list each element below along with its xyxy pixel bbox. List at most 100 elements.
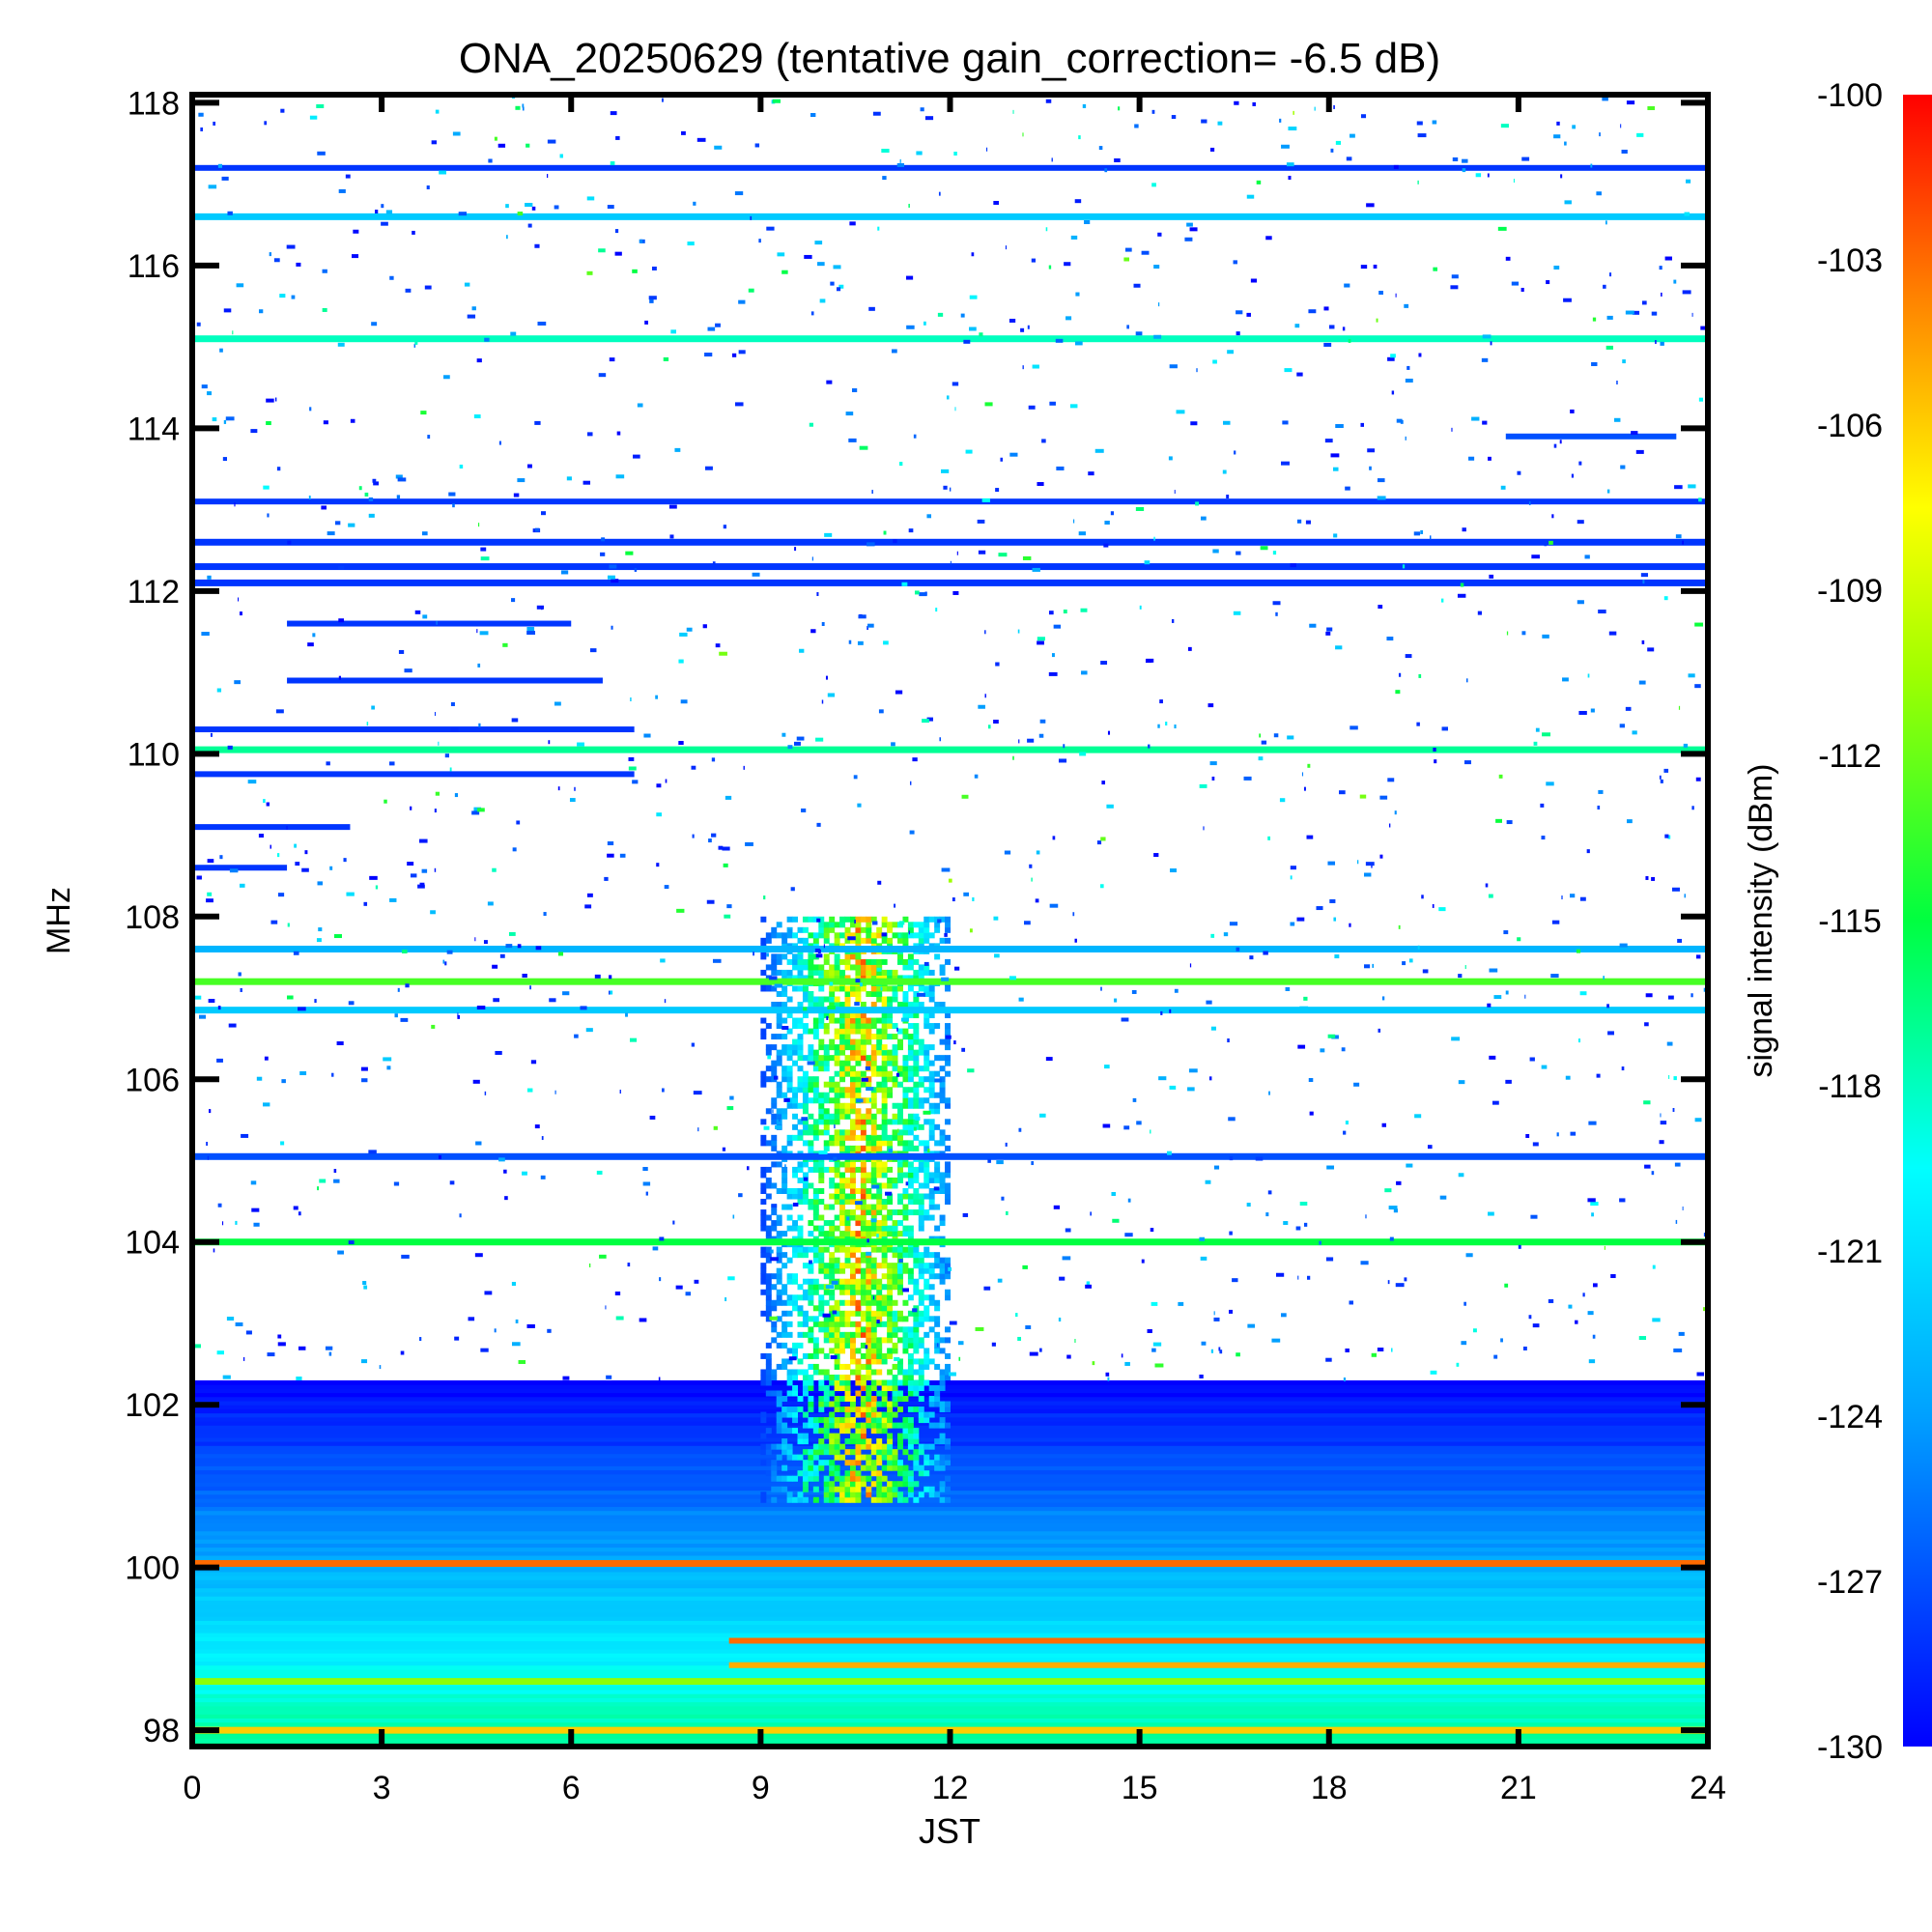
burst-cell bbox=[876, 1358, 883, 1365]
speckle bbox=[1135, 506, 1145, 511]
speckle bbox=[1032, 567, 1040, 572]
burst-cell bbox=[849, 932, 856, 939]
partial-line bbox=[192, 498, 1708, 505]
speckle bbox=[263, 1102, 270, 1107]
speckle bbox=[358, 486, 362, 491]
speckle bbox=[1450, 285, 1459, 290]
speckle bbox=[866, 1087, 874, 1092]
speckle bbox=[1154, 1363, 1164, 1368]
speckle bbox=[1158, 1076, 1167, 1081]
noise-floor-row bbox=[192, 1526, 1708, 1532]
speckle bbox=[1667, 835, 1671, 839]
speckle bbox=[893, 539, 897, 544]
burst-cell bbox=[945, 1289, 951, 1295]
burst-cell bbox=[839, 1337, 846, 1344]
burst-cell bbox=[844, 1225, 851, 1232]
speckle bbox=[366, 722, 369, 726]
speckle bbox=[1333, 917, 1337, 922]
speckle bbox=[846, 1216, 850, 1221]
speckle bbox=[1343, 1130, 1347, 1135]
burst-cell bbox=[834, 1348, 840, 1354]
burst-cell bbox=[776, 1316, 782, 1322]
burst-cell bbox=[918, 1182, 924, 1189]
burst-cell bbox=[902, 1161, 909, 1168]
speckle bbox=[642, 1181, 651, 1186]
burst-cell bbox=[786, 1348, 793, 1354]
speckle bbox=[1451, 427, 1453, 432]
speckle bbox=[1018, 997, 1024, 1002]
burst-cell bbox=[812, 1060, 819, 1066]
burst-cell bbox=[945, 958, 951, 965]
burst-cell bbox=[829, 1182, 836, 1189]
burst-cell bbox=[802, 1140, 809, 1147]
burst-cell bbox=[918, 985, 924, 992]
burst-cell bbox=[802, 1246, 809, 1253]
speckle bbox=[259, 309, 264, 314]
burst-cell bbox=[892, 1321, 898, 1327]
burst-cell bbox=[870, 916, 877, 923]
speckle bbox=[1273, 733, 1279, 738]
speckle bbox=[723, 863, 728, 867]
burst-cell bbox=[881, 1060, 888, 1066]
speckle bbox=[913, 434, 917, 439]
speckle bbox=[1532, 1323, 1540, 1328]
speckle bbox=[325, 1346, 333, 1350]
burst-cell bbox=[786, 1454, 793, 1461]
burst-cell bbox=[792, 1017, 799, 1024]
burst-cell bbox=[860, 1406, 867, 1413]
burst-cell bbox=[870, 1470, 877, 1477]
speckle bbox=[1652, 1318, 1661, 1322]
burst-cell bbox=[892, 1326, 898, 1333]
burst-cell bbox=[849, 1097, 856, 1104]
speckle bbox=[1698, 497, 1702, 502]
speckle bbox=[1661, 292, 1662, 297]
speckle bbox=[1038, 733, 1044, 738]
speckle bbox=[1024, 921, 1031, 925]
burst-cell bbox=[834, 1187, 840, 1194]
burst-cell bbox=[818, 1044, 825, 1051]
burst-cell bbox=[812, 1002, 819, 1009]
speckle bbox=[229, 868, 239, 873]
partial-line bbox=[728, 1662, 1708, 1668]
speckle bbox=[1405, 378, 1413, 383]
speckle bbox=[1090, 1211, 1092, 1216]
speckle bbox=[1521, 631, 1526, 636]
burst-cell bbox=[913, 1177, 920, 1183]
speckle bbox=[454, 793, 459, 798]
speckle bbox=[488, 158, 493, 163]
burst-cell bbox=[829, 1055, 836, 1062]
speckle bbox=[676, 908, 685, 913]
speckle bbox=[424, 285, 432, 290]
burst-cell bbox=[808, 1460, 814, 1466]
speckle bbox=[1151, 109, 1155, 114]
speckle bbox=[987, 1158, 991, 1163]
burst-cell bbox=[913, 1012, 920, 1019]
speckle bbox=[807, 1061, 815, 1065]
burst-cell bbox=[913, 1092, 920, 1098]
burst-cell bbox=[765, 1044, 772, 1051]
speckle bbox=[838, 284, 844, 289]
speckle bbox=[506, 235, 508, 240]
burst-cell bbox=[829, 1177, 836, 1183]
burst-cell bbox=[839, 1012, 846, 1019]
burst-cell bbox=[866, 1475, 872, 1482]
burst-cell bbox=[808, 1379, 814, 1386]
burst-cell bbox=[892, 1310, 898, 1317]
burst-cell bbox=[887, 1199, 894, 1206]
burst-cell bbox=[870, 1384, 877, 1392]
burst-cell bbox=[866, 1422, 872, 1429]
burst-cell bbox=[887, 1166, 894, 1173]
burst-cell bbox=[892, 1284, 898, 1291]
burst-cell bbox=[786, 1087, 793, 1094]
speckle bbox=[287, 995, 294, 1000]
burst-cell bbox=[781, 1108, 788, 1115]
burst-cell bbox=[855, 1284, 862, 1291]
noise-floor-row bbox=[192, 1648, 1708, 1654]
speckle bbox=[880, 986, 883, 991]
burst-cell bbox=[860, 1374, 867, 1380]
burst-cell bbox=[918, 1316, 924, 1322]
speckle bbox=[1591, 361, 1598, 366]
burst-cell bbox=[802, 1422, 809, 1429]
burst-cell bbox=[802, 1438, 809, 1445]
burst-cell bbox=[913, 1316, 920, 1322]
